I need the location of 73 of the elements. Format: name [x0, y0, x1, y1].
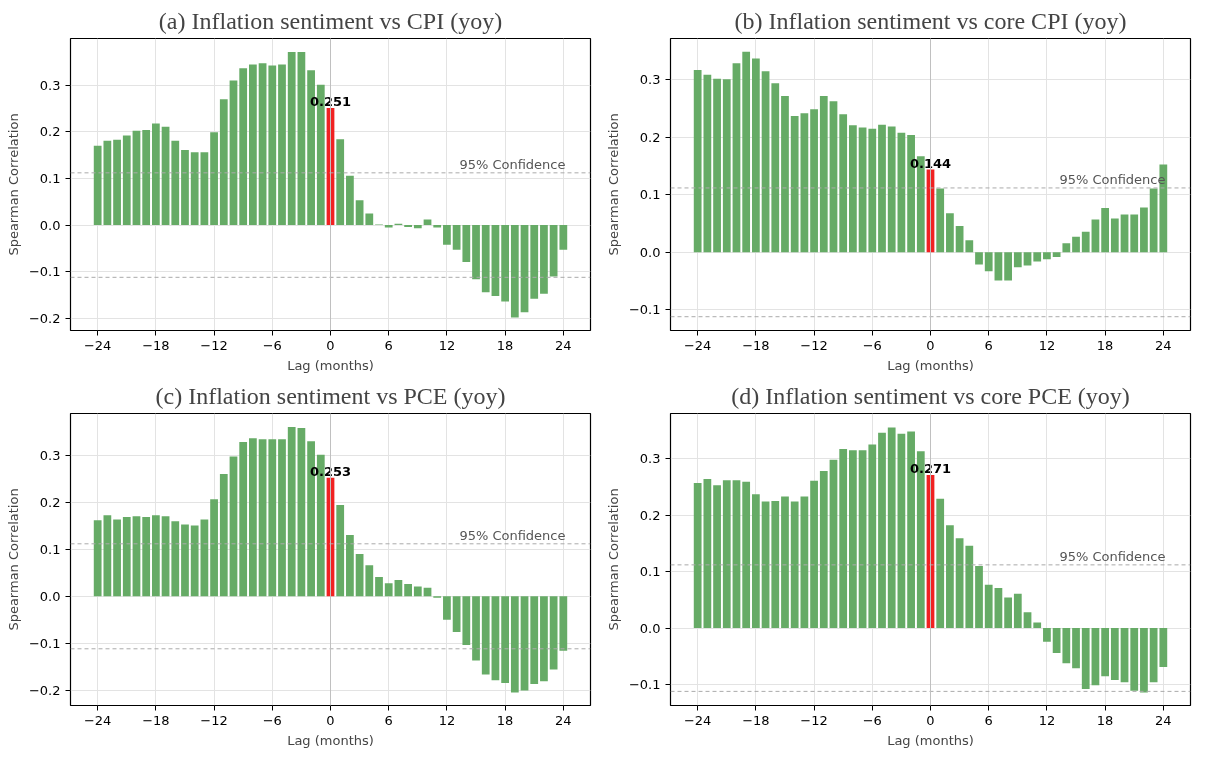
x-tick-label: −24 [683, 712, 712, 728]
y-tick-label: 0.1 [639, 564, 661, 580]
x-tick-label: −12 [800, 712, 828, 728]
y-tick-label: −0.2 [28, 682, 61, 698]
y-tick-label: 0.2 [639, 129, 661, 145]
x-tick-label: 6 [984, 712, 993, 728]
x-axis-title: Lag (months) [287, 732, 374, 748]
y-tick-label: 0.2 [39, 124, 61, 140]
x-axis-title: Lag (months) [887, 732, 974, 748]
x-tick-label: 24 [555, 337, 572, 353]
x-tick-label: −18 [742, 337, 770, 353]
ref-line-label: 95% Confidence [459, 156, 566, 172]
y-axis-title: Spearman Correlation [5, 488, 21, 631]
chart-title: (c) Inflation sentiment vs PCE (yoy) [155, 382, 506, 409]
x-tick-label: −18 [742, 712, 770, 728]
y-axis-title: Spearman Correlation [5, 113, 21, 256]
y-tick-label: 0.2 [39, 495, 61, 511]
x-tick-label: 18 [496, 712, 514, 728]
y-tick-label: 0.0 [39, 217, 61, 233]
y-tick-label: −0.1 [28, 635, 61, 651]
x-tick-label: 18 [496, 337, 514, 353]
x-axis-title: Lag (months) [287, 357, 374, 373]
y-tick-label: 0.0 [639, 620, 661, 636]
y-tick-label: −0.1 [628, 302, 661, 318]
x-tick-label: 0 [926, 337, 935, 353]
y-tick-label: 0.2 [639, 507, 661, 523]
y-tick-label: 0.3 [639, 451, 661, 467]
x-tick-label: 6 [984, 337, 993, 353]
x-tick-label: −18 [142, 337, 170, 353]
y-tick-label: 0.1 [39, 170, 61, 186]
x-tick-label: −6 [862, 712, 882, 728]
x-tick-label: −12 [800, 337, 828, 353]
x-tick-label: 12 [438, 712, 456, 728]
y-tick-label: 0.3 [639, 72, 661, 88]
x-tick-label: −12 [200, 337, 228, 353]
y-tick-label: −0.1 [28, 264, 61, 280]
x-tick-label: 24 [1155, 337, 1172, 353]
y-tick-label: 0.1 [39, 541, 61, 557]
y-tick-label: 0.0 [639, 244, 661, 260]
x-tick-label: 12 [438, 337, 456, 353]
x-tick-label: 6 [384, 712, 393, 728]
x-tick-label: −6 [262, 337, 282, 353]
y-tick-label: −0.2 [28, 310, 61, 326]
x-tick-label: −12 [200, 712, 228, 728]
chart-title: (a) Inflation sentiment vs CPI (yoy) [158, 7, 503, 34]
x-tick-label: 0 [326, 712, 335, 728]
x-tick-label: −24 [683, 337, 712, 353]
x-axis-title: Lag (months) [887, 357, 974, 373]
y-axis-title: Spearman Correlation [605, 113, 621, 256]
x-tick-label: −18 [142, 712, 170, 728]
x-tick-label: 18 [1096, 337, 1114, 353]
y-tick-label: 0.3 [39, 77, 61, 93]
x-tick-label: 18 [1096, 712, 1114, 728]
y-tick-label: 0.1 [639, 187, 661, 203]
y-tick-label: 0.0 [39, 588, 61, 604]
chart-title: (d) Inflation sentiment vs core PCE (yoy) [731, 382, 1130, 409]
x-tick-label: −6 [862, 337, 882, 353]
x-tick-label: 12 [1038, 712, 1056, 728]
y-tick-label: −0.1 [628, 677, 661, 693]
x-tick-label: 0 [326, 337, 335, 353]
x-tick-label: −6 [262, 712, 282, 728]
y-axis-title: Spearman Correlation [605, 488, 621, 631]
x-tick-label: 24 [1155, 712, 1172, 728]
x-tick-label: 0 [926, 712, 935, 728]
ref-line-label: 95% Confidence [1059, 548, 1166, 564]
x-tick-label: 24 [555, 712, 572, 728]
x-tick-label: 6 [384, 337, 393, 353]
x-tick-label: −24 [83, 337, 112, 353]
y-tick-label: 0.3 [39, 448, 61, 464]
chart-title: (b) Inflation sentiment vs core CPI (yoy) [734, 7, 1127, 34]
ref-line-label: 95% Confidence [459, 527, 566, 543]
x-tick-label: −24 [83, 712, 112, 728]
x-tick-label: 12 [1038, 337, 1056, 353]
